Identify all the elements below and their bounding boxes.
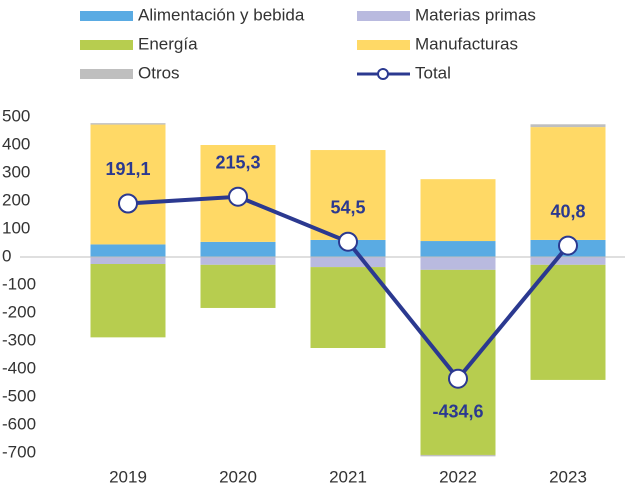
bar-segment (90, 264, 166, 338)
legend-label: Materias primas (415, 5, 536, 24)
y-tick-label: 300 (2, 162, 30, 181)
x-tick-label: 2023 (549, 467, 587, 486)
x-tick-label: 2019 (109, 467, 147, 486)
bar-segment (530, 264, 606, 380)
bar-segment (530, 124, 606, 128)
x-tick-label: 2021 (329, 467, 367, 486)
bar-segment (200, 264, 276, 308)
y-tick-label: 200 (2, 190, 30, 209)
bar-segment (90, 124, 166, 245)
bar-segment (420, 257, 496, 270)
y-tick-label: 0 (2, 246, 11, 265)
legend-swatch (80, 40, 133, 50)
data-label: 215,3 (215, 152, 260, 172)
legend-label: Total (415, 63, 451, 82)
total-point (558, 235, 578, 256)
y-tick-label: -600 (2, 414, 36, 433)
y-tick-label: -400 (2, 358, 36, 377)
y-tick-label: -300 (2, 330, 36, 349)
bar-segment (310, 150, 386, 240)
y-tick-label: 500 (2, 106, 30, 125)
legend-swatch (80, 11, 133, 21)
bar-segment (90, 257, 166, 264)
y-tick-label: 100 (2, 218, 30, 237)
total-point (118, 193, 138, 214)
x-tick-label: 2020 (219, 467, 257, 486)
y-tick-label: -200 (2, 302, 36, 321)
bar-segment (530, 127, 606, 240)
total-point (448, 368, 468, 389)
data-label: 54,5 (330, 197, 365, 217)
legend-label: Energía (138, 34, 198, 53)
bar-segment (420, 269, 496, 455)
legend-label: Alimentación y bebida (138, 5, 305, 24)
bar-segment (90, 123, 166, 125)
bar-segment (420, 454, 496, 457)
data-label: 191,1 (105, 159, 150, 179)
legend-swatch (377, 68, 389, 80)
bar-segment (530, 257, 606, 265)
y-tick-label: -700 (2, 442, 36, 461)
legend-swatch (357, 11, 410, 21)
legend-label: Otros (138, 63, 180, 82)
bar-segment (310, 267, 386, 348)
legend-swatch (357, 40, 410, 50)
total-point (338, 231, 358, 252)
legend-label: Manufacturas (415, 34, 518, 53)
total-point (228, 186, 248, 207)
bar-segment (310, 257, 386, 268)
bar-segment (420, 179, 496, 242)
bar-segment (420, 241, 496, 257)
y-tick-label: 400 (2, 134, 30, 153)
x-tick-label: 2022 (439, 467, 477, 486)
y-tick-label: -500 (2, 386, 36, 405)
bar-segment (90, 244, 166, 257)
legend-swatch (80, 69, 133, 79)
data-label: 40,8 (550, 201, 585, 221)
y-tick-label: -100 (2, 274, 36, 293)
data-label: -434,6 (432, 401, 483, 421)
bar-segment (200, 257, 276, 265)
bar-segment (200, 241, 276, 257)
